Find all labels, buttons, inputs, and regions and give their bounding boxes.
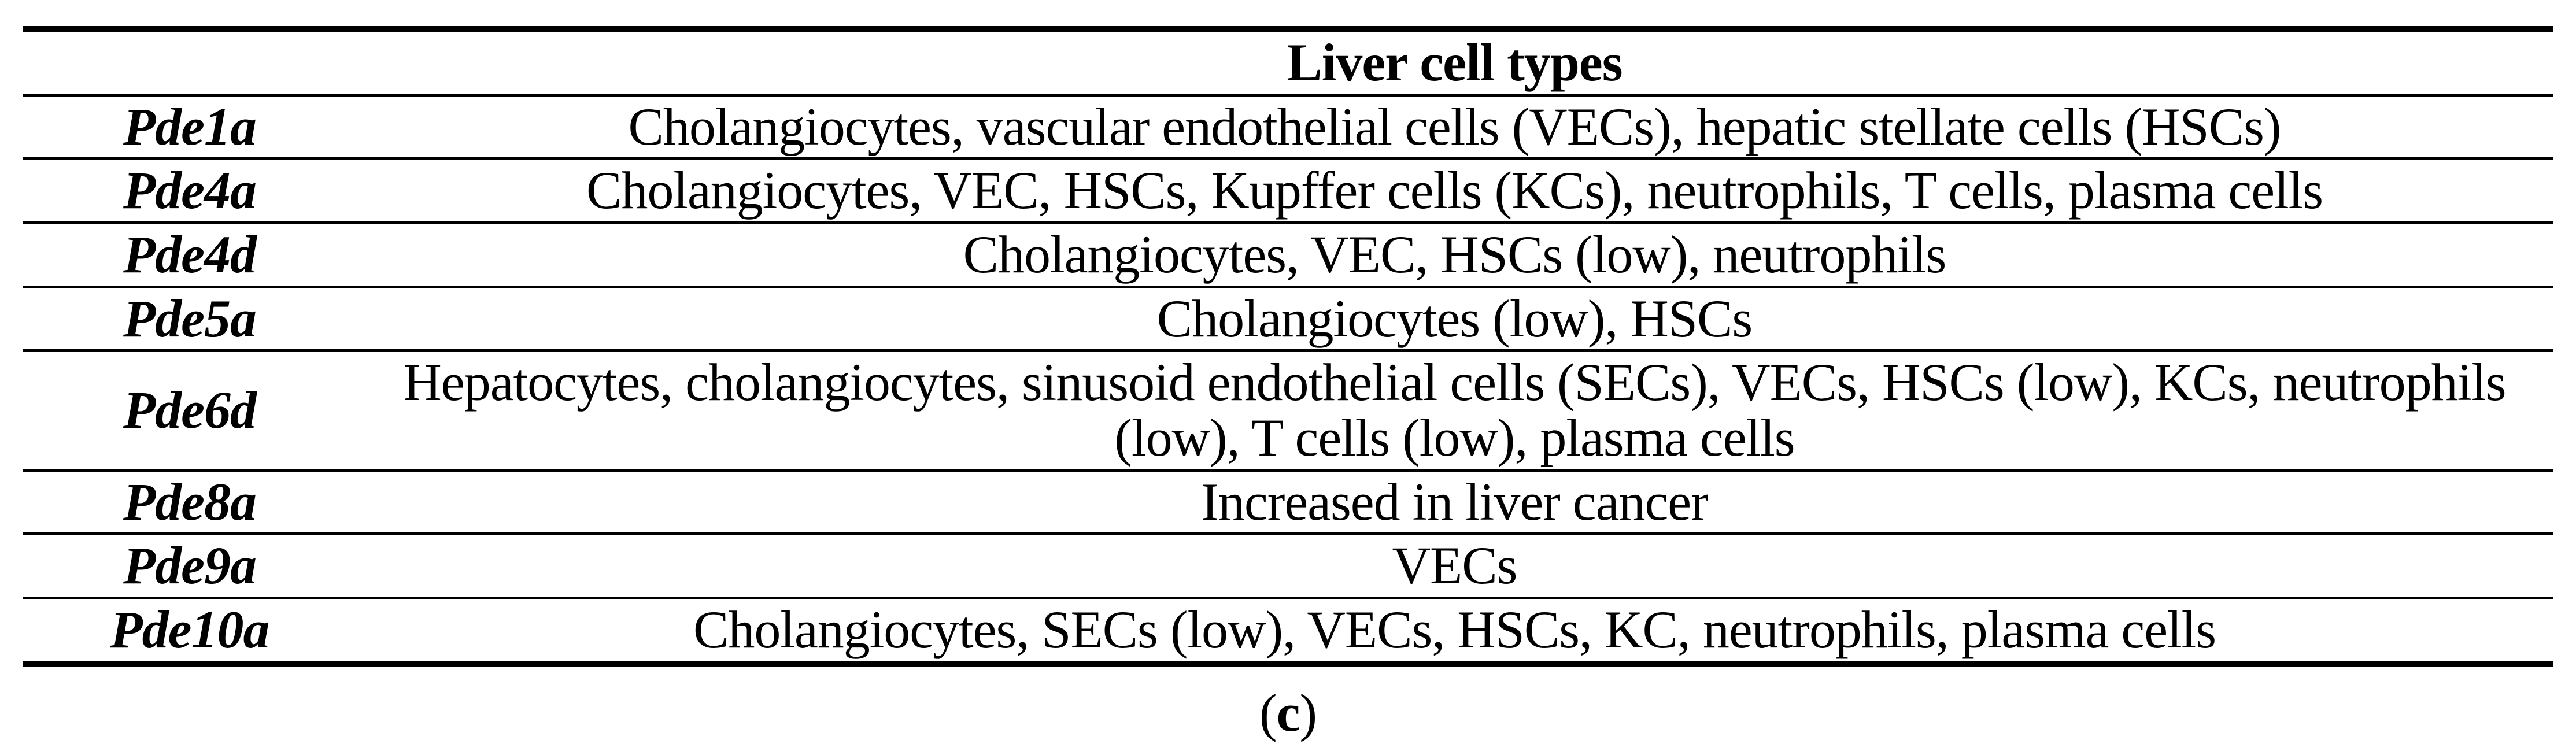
cell-types-value: Cholangiocytes, vascular endothelial cel… [356,95,2553,161]
table-row: Pde8a Increased in liver cancer [23,470,2553,536]
cell-types-value: Cholangiocytes, VEC, HSCs, Kupffer cells… [356,158,2553,225]
gene-column-header [23,29,356,97]
cell-types-value: Cholangiocytes (low), HSCs [356,287,2553,353]
cell-types-value: VECs [356,534,2553,600]
cell-types-value: Cholangiocytes, VEC, HSCs (low), neutrop… [356,223,2553,288]
table-row: Pde5a Cholangiocytes (low), HSCs [23,287,2553,353]
gene-name: Pde6d [23,350,356,472]
caption-close-paren: ) [1299,683,1317,742]
gene-name: Pde8a [23,470,356,536]
caption-open-paren: ( [1259,683,1277,742]
gene-name: Pde4d [23,223,356,288]
table-row: Pde4a Cholangiocytes, VEC, HSCs, Kupffer… [23,158,2553,225]
gene-name: Pde4a [23,158,356,225]
figure-caption: (c) [0,682,2576,743]
table-row: Pde4d Cholangiocytes, VEC, HSCs (low), n… [23,223,2553,288]
table-row: Pde1a Cholangiocytes, vascular endotheli… [23,95,2553,161]
table-row: Pde6d Hepatocytes, cholangiocytes, sinus… [23,350,2553,472]
cell-types-value: Increased in liver cancer [356,470,2553,536]
cell-types-value: Hepatocytes, cholangiocytes, sinusoid en… [356,350,2553,472]
table-row: Pde10a Cholangiocytes, SECs (low), VECs,… [23,598,2553,664]
liver-cell-types-table: Liver cell types Pde1a Cholangiocytes, v… [23,26,2553,667]
table-row: Pde9a VECs [23,534,2553,600]
gene-name: Pde10a [110,600,269,660]
table-title: Liver cell types [356,29,2553,97]
gene-name: Pde1a [23,95,356,161]
caption-letter: c [1276,683,1300,742]
gene-name: Pde5a [23,287,356,353]
header-row: Liver cell types [23,29,2553,97]
gene-name: Pde9a [23,534,356,600]
cell-types-value: Cholangiocytes, SECs (low), VECs, HSCs, … [693,600,2216,660]
